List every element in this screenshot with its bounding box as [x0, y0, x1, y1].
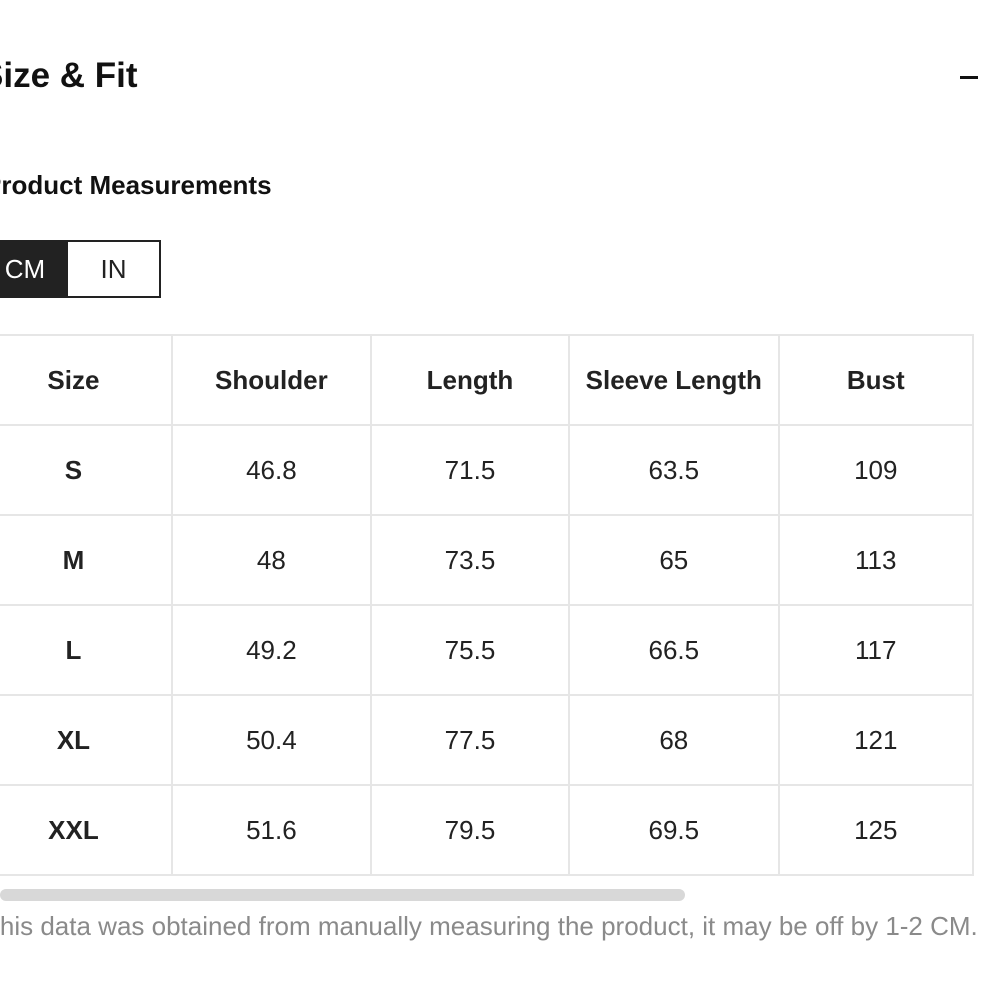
column-header: Shoulder: [170, 334, 372, 426]
table-row: XL 50.4 77.5 68 121: [0, 694, 975, 786]
size-cell: M: [0, 514, 173, 606]
size-cell: XXL: [0, 784, 173, 876]
table-row: M 48 73.5 65 113: [0, 514, 975, 606]
size-cell: XL: [0, 694, 173, 786]
table-row: S 46.8 71.5 63.5 109: [0, 424, 975, 516]
footnote: This data was obtained from manually mea…: [0, 911, 978, 941]
measurement-cell: 75.5: [369, 604, 571, 696]
unit-toggle: CM IN: [0, 240, 161, 298]
measurement-cell: 51.6: [170, 784, 372, 876]
column-header: Size: [0, 334, 173, 426]
header-row: Size Shoulder Length Sleeve Length Bust: [0, 334, 975, 426]
measurement-cell: 50.4: [170, 694, 372, 786]
column-header: Length: [369, 334, 571, 426]
measurement-cell: 79.5: [369, 784, 571, 876]
table-row: L 49.2 75.5 66.5 117: [0, 604, 975, 696]
size-cell: L: [0, 604, 173, 696]
measurement-cell: 69.5: [568, 784, 780, 876]
table-body: S 46.8 71.5 63.5 109 M 48 73.5 65 113 L 49.2 75.5 66.…: [0, 424, 975, 876]
size-cell: S: [0, 424, 173, 516]
column-header: Sleeve Length: [568, 334, 780, 426]
size-table: Size Shoulder Length Sleeve Length Bust S 46.…: [0, 334, 975, 876]
unit-cm[interactable]: CM: [0, 242, 68, 296]
measurement-cell: 109: [777, 424, 975, 516]
collapse-button[interactable]: [960, 76, 978, 79]
section-title: Size & Fit: [0, 56, 138, 95]
scrollbar[interactable]: [0, 889, 685, 901]
measurement-cell: 121: [777, 694, 975, 786]
measurement-cell: 71.5: [369, 424, 571, 516]
measurement-cell: 66.5: [568, 604, 780, 696]
measurement-cell: 113: [777, 514, 975, 606]
measurement-cell: 63.5: [568, 424, 780, 516]
measurement-cell: 46.8: [170, 424, 372, 516]
measurement-cell: 117: [777, 604, 975, 696]
subsection-title: Product Measurements: [0, 170, 272, 200]
measurement-cell: 49.2: [170, 604, 372, 696]
measurement-cell: 73.5: [369, 514, 571, 606]
measurement-cell: 65: [568, 514, 780, 606]
unit-in[interactable]: IN: [68, 242, 159, 296]
measurement-cell: 125: [777, 784, 975, 876]
column-header: Bust: [777, 334, 975, 426]
measurement-cell: 77.5: [369, 694, 571, 786]
table-row: XXL 51.6 79.5 69.5 125: [0, 784, 975, 876]
measurement-cell: 68: [568, 694, 780, 786]
measurement-cell: 48: [170, 514, 372, 606]
